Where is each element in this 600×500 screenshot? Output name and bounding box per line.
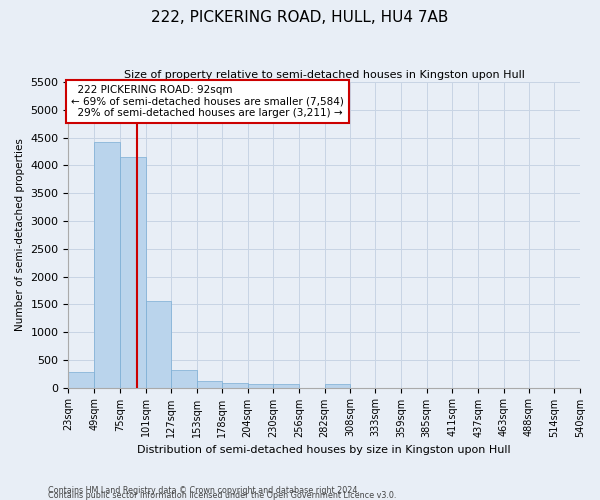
- Bar: [172, 370, 197, 388]
- Bar: [325, 384, 350, 388]
- X-axis label: Distribution of semi-detached houses by size in Kingston upon Hull: Distribution of semi-detached houses by …: [137, 445, 511, 455]
- Bar: [273, 384, 299, 388]
- Bar: [197, 381, 222, 388]
- Bar: [120, 157, 146, 388]
- Bar: [222, 383, 248, 388]
- Y-axis label: Number of semi-detached properties: Number of semi-detached properties: [15, 138, 25, 332]
- Bar: [94, 142, 120, 388]
- Text: Contains public sector information licensed under the Open Government Licence v3: Contains public sector information licen…: [48, 490, 397, 500]
- Bar: [248, 384, 273, 388]
- Text: 222 PICKERING ROAD: 92sqm
← 69% of semi-detached houses are smaller (7,584)
  29: 222 PICKERING ROAD: 92sqm ← 69% of semi-…: [71, 85, 344, 118]
- Text: Contains HM Land Registry data © Crown copyright and database right 2024.: Contains HM Land Registry data © Crown c…: [48, 486, 360, 495]
- Bar: [146, 301, 172, 388]
- Bar: [68, 372, 94, 388]
- Title: Size of property relative to semi-detached houses in Kingston upon Hull: Size of property relative to semi-detach…: [124, 70, 524, 80]
- Text: 222, PICKERING ROAD, HULL, HU4 7AB: 222, PICKERING ROAD, HULL, HU4 7AB: [151, 10, 449, 25]
